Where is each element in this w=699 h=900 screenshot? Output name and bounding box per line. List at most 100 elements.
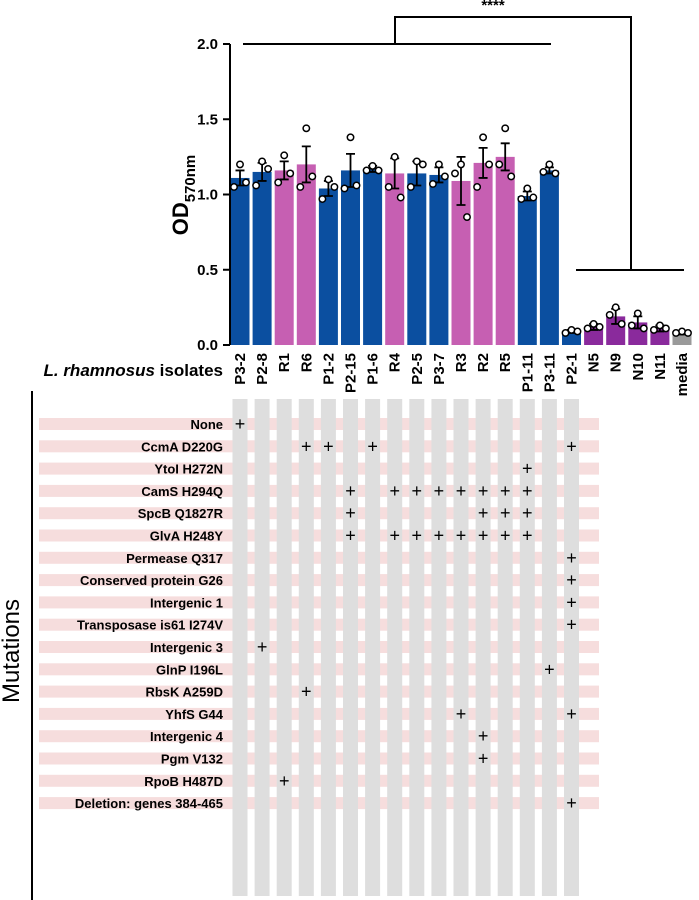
replicate-point — [517, 195, 526, 203]
bar-P2-8 — [252, 171, 272, 345]
replicate-point — [384, 183, 393, 191]
replicate-point — [264, 164, 273, 173]
mutation-column — [475, 399, 491, 896]
mutation-row-band — [39, 440, 599, 453]
bar-R5 — [495, 156, 515, 345]
bar-R2 — [473, 162, 493, 345]
x-tick-label-N9: N9 — [608, 353, 625, 372]
x-tick-label-R4: R4 — [387, 352, 404, 372]
y-tick-label: 0.0 — [197, 337, 218, 354]
mutation-label: GlvA H248Y — [150, 529, 224, 544]
replicate-point — [495, 160, 504, 169]
replicate-point — [539, 167, 548, 176]
replicate-point — [258, 157, 267, 166]
bar-P1-6 — [363, 168, 383, 345]
x-axis-title: L. rhamnosus isolates — [43, 361, 223, 380]
mutation-column — [431, 399, 447, 896]
replicate-point — [286, 169, 295, 178]
replicate-point — [412, 157, 421, 166]
mutation-mark: + — [500, 503, 511, 523]
replicate-point — [280, 151, 289, 160]
replicate-point — [434, 160, 443, 169]
mutation-column — [387, 399, 403, 896]
mutation-row-band — [39, 707, 599, 720]
mutation-label: CcmA D220G — [141, 439, 223, 454]
replicate-point — [595, 322, 604, 331]
mutation-mark: + — [323, 436, 334, 456]
replicate-point — [561, 329, 570, 337]
bars — [230, 156, 692, 345]
mutation-mark: + — [478, 503, 489, 523]
mutation-label: Permease Q317 — [126, 551, 223, 566]
x-tick-label-R2: R2 — [475, 353, 492, 372]
mutation-label: Deletion: genes 384-465 — [75, 796, 223, 811]
bar-R4 — [385, 173, 405, 345]
replicate-point — [583, 324, 592, 333]
mutations-title: Mutations — [0, 599, 25, 703]
mutation-mark: + — [345, 503, 356, 523]
replicate-point — [639, 324, 648, 333]
mutation-mark: + — [566, 615, 577, 635]
replicate-point — [236, 160, 244, 169]
replicate-point — [485, 160, 494, 169]
mutation-column — [365, 399, 381, 896]
replicate-points — [230, 124, 692, 337]
mutation-mark: + — [544, 659, 555, 679]
mutation-row-band — [39, 418, 599, 430]
replicate-point — [318, 195, 327, 203]
replicate-point — [451, 169, 459, 178]
bar-P3-7 — [429, 174, 449, 345]
replicate-point — [661, 324, 670, 333]
mutation-label: GlnP I196L — [156, 662, 223, 677]
mutation-mark: + — [566, 592, 577, 612]
replicate-point — [418, 160, 427, 169]
y-tick-label: 1.5 — [197, 111, 218, 128]
mutation-mark: + — [345, 481, 356, 501]
mutation-row-band — [39, 529, 599, 542]
x-tick-label-P1-6: P1-6 — [365, 353, 382, 385]
mutation-label: RpoB H487D — [144, 774, 223, 789]
mutation-mark: + — [456, 526, 467, 546]
x-tick-label-N5: N5 — [586, 353, 603, 372]
mutation-mark: + — [389, 481, 400, 501]
mutation-mark: + — [412, 526, 423, 546]
replicate-point — [308, 172, 317, 181]
mutation-label: None — [191, 417, 224, 432]
x-tick-label-P2-15: P2-15 — [343, 353, 360, 393]
mutation-marks: ++ + + +++ + + + + + + ++ + + ++ + + + + + + +++++++++ +++++ — [235, 414, 577, 813]
mutation-column — [276, 399, 292, 896]
error-bar-R2 — [478, 146, 488, 179]
x-tick-label-P1-2: P1-2 — [320, 353, 337, 385]
mutation-mark: + — [456, 704, 467, 724]
x-tick-label-N11: N11 — [652, 353, 669, 380]
replicate-point — [396, 193, 405, 202]
y-tick-label: 0.5 — [197, 262, 218, 279]
replicate-point — [529, 193, 538, 202]
replicate-point — [330, 183, 339, 191]
bar-P1-2 — [318, 188, 338, 345]
mutation-mark: + — [500, 526, 511, 546]
replicate-point — [230, 183, 238, 191]
error-bar-R6 — [301, 145, 311, 184]
bar-R1 — [274, 170, 294, 345]
mutation-row-band — [39, 641, 599, 653]
replicate-point — [346, 133, 355, 142]
mutation-row-band — [39, 730, 599, 743]
y-ticks: 0.0 0.5 1.0 1.5 2.0 — [197, 36, 230, 354]
mutation-row-band — [39, 507, 599, 520]
mutation-label: Conserved protein G26 — [80, 573, 223, 588]
replicate-point — [440, 172, 449, 181]
mutation-row-band — [39, 484, 599, 497]
bar-R6 — [296, 164, 316, 345]
replicate-point — [296, 183, 305, 191]
mutation-column — [541, 399, 557, 896]
replicate-point — [473, 183, 482, 191]
replicate-point — [573, 327, 582, 336]
mutation-label: RbsK A259D — [145, 685, 223, 700]
mutation-label: SpcB Q1827R — [138, 506, 224, 521]
replicate-point — [362, 166, 371, 175]
mutation-mark: + — [434, 526, 445, 546]
replicate-point — [352, 181, 361, 190]
mutation-label: YtoI H272N — [154, 462, 223, 477]
